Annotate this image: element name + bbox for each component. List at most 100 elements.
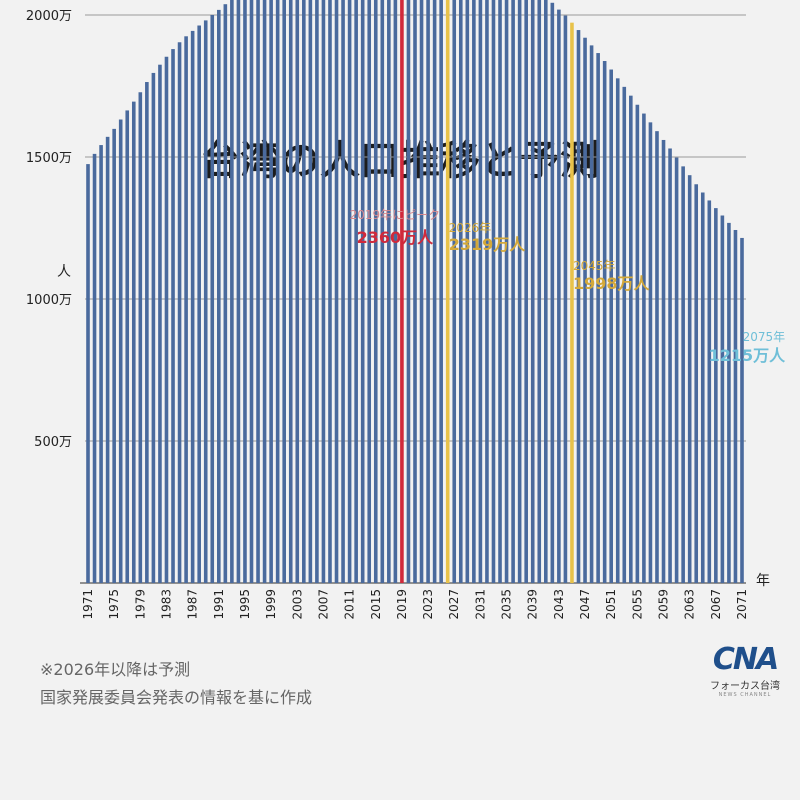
bar-1993 xyxy=(230,0,234,583)
bar-2050 xyxy=(602,61,607,584)
bar-1976 xyxy=(118,119,123,584)
bar-2024 xyxy=(432,0,437,583)
bar-2017 xyxy=(387,0,391,583)
bar-2005 xyxy=(308,0,313,584)
bar-2041 xyxy=(544,0,548,584)
bar-1971 xyxy=(86,164,90,583)
bar-2001 xyxy=(282,0,286,583)
x-tick-label: 2031 xyxy=(473,589,487,620)
logo-name: フォーカス台湾 xyxy=(710,681,780,692)
x-tick-label: 2007 xyxy=(316,589,330,620)
x-tick-label: 2055 xyxy=(630,589,644,620)
bar-2033 xyxy=(491,0,496,583)
bar-2010 xyxy=(341,0,345,583)
x-tick-label: 2059 xyxy=(657,589,671,620)
bar-2051 xyxy=(609,69,613,583)
x-tick-label: 1975 xyxy=(107,589,121,620)
y-tick-label: 1500万 xyxy=(26,151,72,166)
x-tick-label: 2023 xyxy=(421,589,435,620)
bar-1978 xyxy=(131,101,136,584)
bar-2066 xyxy=(707,200,712,583)
bar-2046 xyxy=(576,30,581,583)
bar-1985 xyxy=(177,42,182,584)
bar-2007 xyxy=(321,0,326,584)
bar-1990 xyxy=(210,15,215,583)
bar-1983 xyxy=(164,56,169,584)
bar-2063 xyxy=(687,175,692,583)
x-tick-label: 2019 xyxy=(395,589,409,620)
bar-1991 xyxy=(217,9,221,583)
bar-2044 xyxy=(563,15,568,584)
bar-1992 xyxy=(223,4,228,583)
x-axis-label: 年 xyxy=(756,573,770,589)
bar-2052 xyxy=(615,78,620,583)
x-tick-label: 2043 xyxy=(552,589,566,620)
bar-2058 xyxy=(655,131,659,583)
bar-2061 xyxy=(674,157,679,583)
bar-2019 xyxy=(400,0,404,584)
bar-2057 xyxy=(648,122,653,584)
x-tick-label: 1983 xyxy=(159,589,173,620)
annotation-value-2075: 1215万人 xyxy=(709,346,787,365)
bar-2002 xyxy=(288,0,293,584)
bar-2012 xyxy=(354,0,358,583)
bar-2009 xyxy=(334,0,339,584)
bar-1998 xyxy=(262,0,267,583)
bar-2021 xyxy=(413,0,417,583)
source-note: 国家発展委員会発表の情報を基に作成 xyxy=(40,688,313,707)
bar-2030 xyxy=(472,0,476,583)
bar-2013 xyxy=(360,0,365,584)
bar-1996 xyxy=(249,0,254,583)
x-tick-label: 2047 xyxy=(578,589,592,620)
bar-1972 xyxy=(92,153,97,583)
bar-2048 xyxy=(589,45,594,583)
annotation-caption-2075: 2075年 xyxy=(743,330,786,344)
x-tick-label: 1999 xyxy=(264,589,278,620)
bar-2015 xyxy=(373,0,378,583)
x-tick-label: 2011 xyxy=(343,589,357,620)
bar-1984 xyxy=(171,49,175,583)
y-tick-label: 2000万 xyxy=(26,9,72,24)
bar-1999 xyxy=(269,0,273,583)
bar-2004 xyxy=(302,0,306,583)
annotation-value-2045: 1998万人 xyxy=(573,274,651,293)
bar-2006 xyxy=(315,0,319,583)
x-tick-label: 2035 xyxy=(500,589,514,620)
bar-2034 xyxy=(498,0,502,583)
bar-1973 xyxy=(99,145,103,583)
bar-2042 xyxy=(550,2,555,583)
bar-2022 xyxy=(419,0,424,583)
bar-2026 xyxy=(445,0,450,583)
bar-2028 xyxy=(458,0,463,583)
bar-2071 xyxy=(740,237,744,583)
bar-1977 xyxy=(125,110,130,583)
bar-1982 xyxy=(158,64,162,583)
bar-2062 xyxy=(681,166,685,583)
bar-1995 xyxy=(243,0,247,583)
bar-2047 xyxy=(583,37,587,584)
bar-2054 xyxy=(629,95,633,583)
bar-1994 xyxy=(236,0,241,583)
annotation-caption-2019: 2019年にピーク xyxy=(350,208,441,222)
bar-2023 xyxy=(426,0,430,583)
bar-1986 xyxy=(184,36,188,584)
x-tick-label: 1995 xyxy=(238,589,252,620)
bar-2037 xyxy=(517,0,522,584)
bar-2014 xyxy=(367,0,372,583)
x-tick-label: 2027 xyxy=(447,589,461,620)
bar-2064 xyxy=(694,184,699,583)
bar-2067 xyxy=(714,208,718,583)
annotation-caption-2045: 2045年 xyxy=(573,259,616,273)
bar-2040 xyxy=(537,0,542,583)
bar-2070 xyxy=(733,229,738,583)
bar-2016 xyxy=(380,0,385,584)
x-tick-label: 2071 xyxy=(735,589,749,620)
annotation-value-2019: 2360万人 xyxy=(357,228,435,247)
bar-2068 xyxy=(720,215,725,583)
bar-2003 xyxy=(295,0,300,584)
bar-2020 xyxy=(406,0,411,583)
bar-2036 xyxy=(511,0,515,584)
x-tick-label: 2063 xyxy=(683,589,697,620)
x-tick-label: 1979 xyxy=(133,589,147,620)
